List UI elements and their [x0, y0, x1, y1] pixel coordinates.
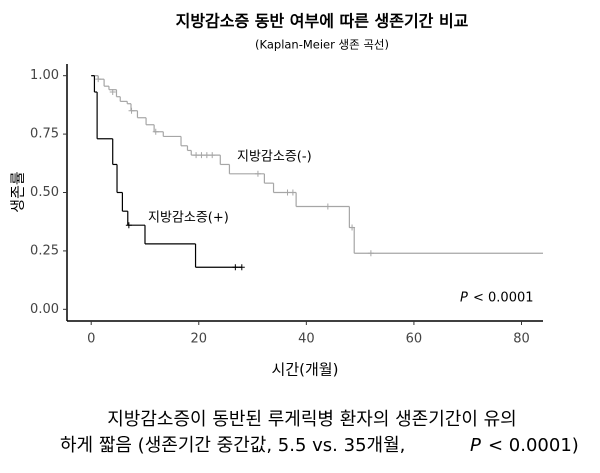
- censor-mark: [367, 250, 374, 257]
- series-annotation: 지방감소증(-): [237, 150, 312, 165]
- chart-subtitle: (Kaplan-Meier 생존 곡선): [255, 38, 389, 52]
- y-axis-label: 생존률: [9, 171, 27, 213]
- y-tick-label: 0.75: [30, 127, 59, 142]
- censor-mark: [109, 89, 116, 96]
- censor-mark: [254, 170, 261, 177]
- x-tick-label: 40: [298, 332, 315, 347]
- y-tick-label: 0.50: [30, 185, 59, 200]
- censor-mark: [324, 203, 331, 210]
- x-axis-label: 시간(개월): [272, 361, 339, 379]
- caption-symbol: P: [470, 435, 481, 456]
- censor-mark: [289, 189, 296, 196]
- p-symbol: P: [460, 291, 468, 306]
- x-tick-label: 80: [513, 332, 530, 347]
- censor-mark: [209, 152, 216, 159]
- censor-mark: [125, 222, 132, 229]
- series-annotation: 지방감소증(+): [148, 211, 229, 226]
- censor-mark: [349, 224, 356, 231]
- censor-mark: [95, 76, 102, 83]
- y-tick-label: 0.25: [30, 243, 59, 258]
- chart-title: 지방감소증 동반 여부에 따른 생존기간 비교: [176, 12, 469, 31]
- censor-mark: [284, 189, 291, 196]
- censor-mark: [152, 128, 159, 135]
- censor-mark: [193, 152, 200, 159]
- censor-mark: [238, 264, 245, 271]
- censor-mark: [232, 264, 239, 271]
- p-value: < 0.0001: [473, 291, 534, 306]
- y-tick-label: 0.00: [30, 302, 59, 317]
- censor-mark: [198, 152, 205, 159]
- y-tick-label: 1.00: [30, 68, 59, 83]
- x-tick-label: 60: [406, 332, 423, 347]
- x-tick-label: 0: [87, 332, 95, 347]
- censor-mark: [203, 152, 210, 159]
- caption-line: 하게 짧음 (생존기간 중간값, 5.5 vs. 35개월,: [60, 435, 405, 456]
- caption-line: < 0.0001): [488, 435, 579, 456]
- caption-line: 지방감소증이 동반된 루게릭병 환자의 생존기간이 유의: [107, 409, 517, 430]
- censor-mark: [128, 107, 135, 114]
- x-tick-label: 20: [191, 332, 208, 347]
